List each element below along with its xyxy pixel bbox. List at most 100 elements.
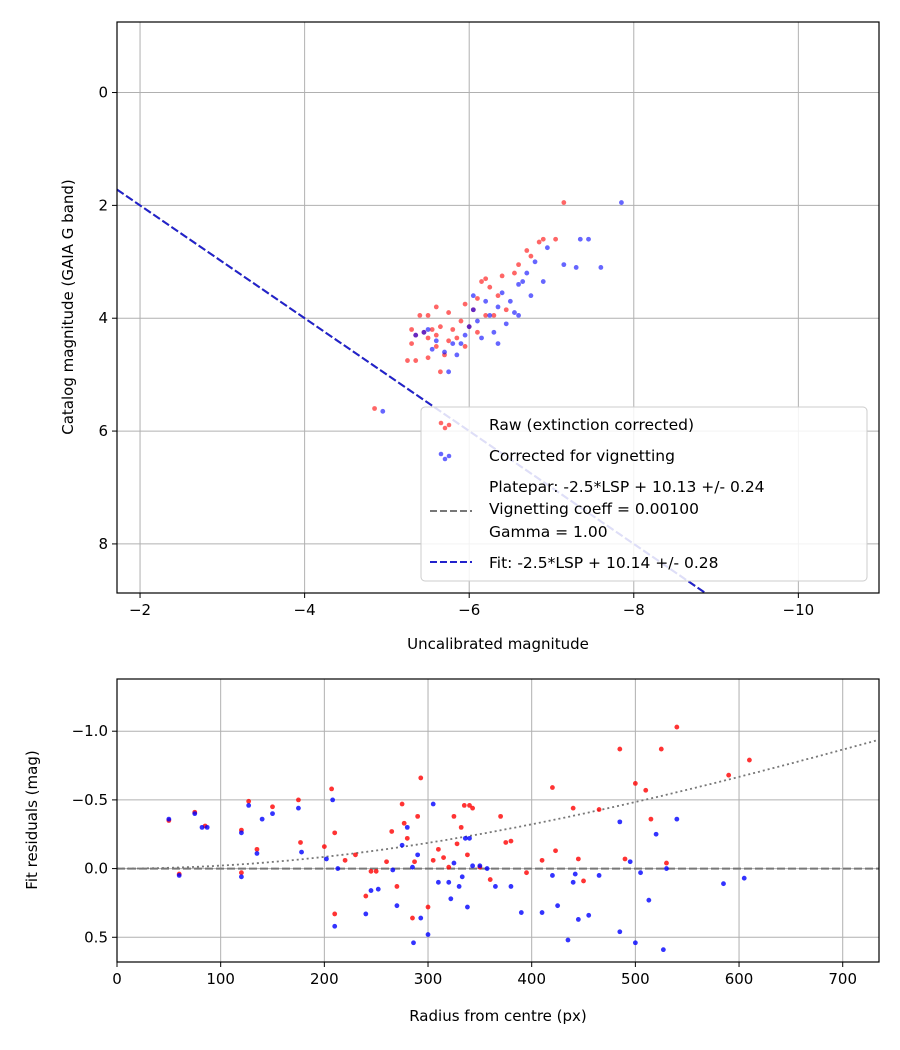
y-tick-label: 0.0 bbox=[84, 860, 108, 878]
corrected-point bbox=[512, 310, 517, 315]
y-tick-label: 4 bbox=[98, 309, 108, 327]
raw-point bbox=[539, 857, 545, 863]
corrected-point bbox=[627, 859, 633, 865]
top-xlabel: Uncalibrated magnitude bbox=[407, 635, 589, 653]
raw-point bbox=[508, 838, 514, 844]
raw-point bbox=[405, 358, 410, 363]
y-tick-label: 0 bbox=[98, 84, 108, 102]
raw-point bbox=[467, 802, 472, 808]
raw-point bbox=[726, 772, 732, 778]
top-axes-frame bbox=[116, 21, 880, 594]
corrected-point bbox=[399, 842, 405, 848]
corrected-point bbox=[390, 867, 396, 873]
raw-point bbox=[461, 802, 467, 808]
corrected-point bbox=[475, 318, 480, 324]
raw-point bbox=[425, 335, 431, 341]
bottom-axes-frame bbox=[116, 678, 880, 963]
corrected-point bbox=[487, 312, 493, 318]
legend-platepar-label: Platepar: -2.5*LSP + 10.13 +/- 0.24 bbox=[489, 478, 765, 496]
raw-point bbox=[617, 746, 623, 752]
corrected-point bbox=[660, 947, 666, 953]
legend-box bbox=[420, 406, 868, 582]
raw-point bbox=[462, 344, 468, 349]
bottom-panel: 0 100 200 300 400 500 600 700 0.5 0.0 −0.5 −1.0 Rad… bbox=[23, 678, 880, 1025]
corrected-point bbox=[470, 293, 476, 299]
raw-point bbox=[353, 852, 358, 858]
corrected-point bbox=[199, 824, 205, 830]
raw-point bbox=[454, 841, 460, 847]
corrected-point bbox=[239, 830, 244, 836]
x-tick-label: 700 bbox=[828, 970, 857, 988]
y-tick-label: 0.5 bbox=[84, 928, 108, 946]
corrected-point bbox=[410, 864, 415, 870]
raw-point bbox=[465, 852, 470, 858]
raw-point bbox=[399, 801, 405, 807]
raw-point bbox=[451, 813, 457, 819]
raw-point bbox=[643, 787, 649, 793]
corrected-point bbox=[516, 281, 521, 287]
corrected-point bbox=[508, 884, 514, 889]
raw-point bbox=[516, 262, 521, 268]
bottom-points bbox=[166, 724, 752, 953]
corrected-point bbox=[462, 835, 468, 841]
raw-point bbox=[475, 296, 480, 301]
corrected-point bbox=[528, 293, 534, 299]
corrected-point bbox=[459, 874, 465, 880]
corrected-point bbox=[499, 290, 505, 296]
raw-point bbox=[458, 824, 464, 830]
raw-point bbox=[446, 310, 452, 315]
x-tick-label: 500 bbox=[621, 970, 650, 988]
corrected-point bbox=[166, 816, 172, 822]
raw-point bbox=[332, 830, 338, 836]
corrected-point bbox=[442, 349, 447, 355]
corrected-point bbox=[646, 897, 652, 903]
raw-point bbox=[329, 786, 335, 792]
legend-raw-marker bbox=[438, 420, 444, 426]
raw-point bbox=[561, 200, 567, 205]
raw-point bbox=[394, 884, 400, 889]
corrected-point bbox=[544, 245, 550, 251]
corrected-point bbox=[467, 835, 472, 841]
vignetting-curve bbox=[117, 738, 879, 870]
raw-point bbox=[389, 829, 395, 834]
raw-point bbox=[747, 757, 752, 763]
bottom-ylabel: Fit residuals (mag) bbox=[23, 750, 41, 889]
corrected-point bbox=[741, 875, 747, 881]
corrected-point bbox=[539, 910, 545, 915]
raw-point bbox=[528, 253, 534, 259]
corrected-point bbox=[421, 329, 427, 335]
top-ylabel: Catalog magnitude (GAIA G band) bbox=[59, 179, 77, 434]
corrected-point bbox=[446, 369, 452, 375]
corrected-point bbox=[518, 910, 524, 915]
raw-point bbox=[441, 855, 446, 860]
corrected-point bbox=[450, 341, 456, 347]
corrected-point bbox=[462, 332, 468, 338]
raw-point bbox=[499, 273, 505, 279]
corrected-point bbox=[483, 298, 489, 304]
raw-point bbox=[479, 279, 484, 284]
raw-point bbox=[342, 857, 348, 863]
corrected-point bbox=[433, 338, 439, 344]
corrected-point bbox=[565, 937, 571, 943]
raw-point bbox=[270, 804, 275, 810]
raw-point bbox=[425, 904, 431, 910]
corrected-point bbox=[246, 802, 252, 808]
corrected-point bbox=[617, 929, 623, 935]
legend-raw-marker bbox=[442, 425, 448, 431]
raw-point bbox=[462, 301, 468, 307]
raw-point bbox=[412, 859, 417, 865]
raw-point bbox=[433, 332, 439, 338]
bottom-gridlines bbox=[116, 679, 879, 962]
corrected-point bbox=[570, 879, 576, 885]
corrected-point bbox=[638, 870, 643, 876]
corrected-point bbox=[596, 873, 602, 878]
raw-point bbox=[536, 239, 542, 245]
y-tick-label: 8 bbox=[98, 535, 108, 553]
corrected-point bbox=[507, 298, 513, 304]
bottom-ticks: 0 100 200 300 400 500 600 700 0.5 0.0 −0.5 −1.0 bbox=[72, 722, 857, 988]
x-tick-label: −10 bbox=[783, 601, 815, 619]
corrected-point bbox=[324, 856, 329, 862]
corrected-point bbox=[425, 327, 431, 332]
raw-point bbox=[450, 327, 456, 332]
